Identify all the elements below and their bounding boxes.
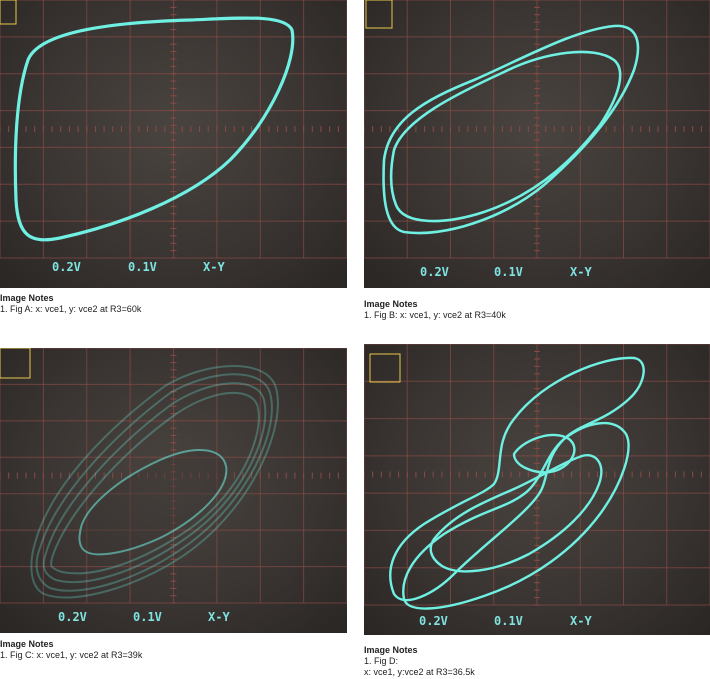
readout-ch2-a: 0.1V [128, 260, 157, 274]
oscilloscope-screen-a: 0.2V 0.1V X-Y [0, 0, 347, 274]
image-notes-header-b: Image Notes [364, 299, 418, 309]
trigger-marker-d [369, 353, 401, 383]
readout-mode-c: X-Y [208, 610, 230, 624]
readout-mode-d: X-Y [570, 614, 592, 628]
grid-d [364, 344, 710, 606]
readout-ch1-d: 0.2V [419, 614, 448, 628]
readout-ch2-d: 0.1V [494, 614, 523, 628]
trace-b-inner [389, 50, 622, 223]
image-notes-line-d-2: x: vce1, y:vce2 at R3=36.5k [364, 667, 475, 677]
readout-ch2-b: 0.1V [494, 265, 523, 279]
image-notes-line-b: 1. Fig B: x: vce1, y: vce2 at R3=40k [364, 310, 506, 320]
oscilloscope-screen-b: 0.2V 0.1V X-Y [364, 0, 710, 279]
image-notes-b: Image Notes 1. Fig B: x: vce1, y: vce2 a… [364, 299, 710, 321]
trace-a [13, 16, 295, 242]
readout-ch1-c: 0.2V [58, 610, 87, 624]
image-notes-line-d-1: 1. Fig D: [364, 656, 399, 666]
oscilloscope-photo-c: 0.2V 0.1V X-Y [0, 348, 347, 633]
image-notes-line-a: 1. Fig A: x: vce1, y: vce2 at R3=60k [0, 304, 142, 314]
trace-d [389, 356, 645, 610]
grid-b [364, 0, 710, 259]
oscilloscope-screen-c: 0.2V 0.1V X-Y [0, 348, 347, 624]
trigger-marker-b [365, 0, 393, 29]
image-notes-a: Image Notes 1. Fig A: x: vce1, y: vce2 a… [0, 293, 347, 315]
readout-ch1-b: 0.2V [420, 265, 449, 279]
grid-c [0, 348, 347, 604]
oscilloscope-photo-b: 0.2V 0.1V X-Y [364, 0, 710, 288]
image-notes-header-d: Image Notes [364, 645, 418, 655]
image-notes-header-c: Image Notes [0, 639, 54, 649]
image-notes-c: Image Notes 1. Fig C: x: vce1, y: vce2 a… [0, 639, 347, 661]
oscilloscope-photo-a: 0.2V 0.1V X-Y [0, 0, 347, 288]
trace-c-band [30, 365, 279, 599]
readout-ch1-a: 0.2V [52, 260, 81, 274]
image-notes-header-a: Image Notes [0, 293, 54, 303]
oscilloscope-photo-d: 0.2V 0.1V X-Y [364, 344, 710, 635]
readout-mode-a: X-Y [203, 260, 225, 274]
readout-ch2-c: 0.1V [133, 610, 162, 624]
trace-c-hole [78, 449, 228, 556]
readout-mode-b: X-Y [570, 265, 592, 279]
image-notes-line-c: 1. Fig C: x: vce1, y: vce2 at R3=39k [0, 650, 143, 660]
trigger-marker-a [0, 0, 17, 25]
oscilloscope-screen-d: 0.2V 0.1V X-Y [364, 344, 710, 628]
image-notes-d: Image Notes 1. Fig D: x: vce1, y:vce2 at… [364, 645, 710, 678]
trigger-marker-c [0, 348, 31, 379]
trace-b-outer [382, 24, 640, 235]
